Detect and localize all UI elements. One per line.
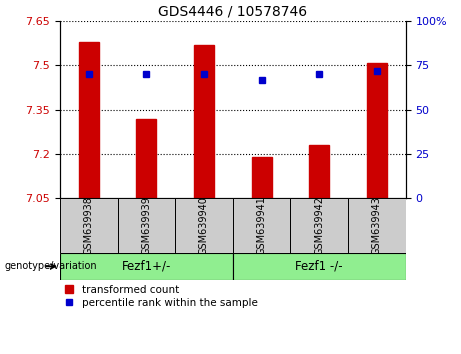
Bar — [60, 253, 233, 280]
Bar — [136, 119, 156, 198]
Bar — [79, 42, 99, 198]
Text: GSM639939: GSM639939 — [142, 196, 151, 255]
Bar — [252, 157, 272, 198]
Bar — [194, 45, 214, 198]
Bar — [60, 198, 118, 253]
Bar — [233, 198, 290, 253]
Bar — [290, 198, 348, 253]
Bar — [309, 145, 329, 198]
Bar — [175, 198, 233, 253]
Bar — [367, 63, 387, 198]
Text: genotype/variation: genotype/variation — [5, 261, 97, 272]
Title: GDS4446 / 10578746: GDS4446 / 10578746 — [158, 5, 307, 19]
Text: GSM639938: GSM639938 — [84, 196, 94, 255]
Text: Fezf1 -/-: Fezf1 -/- — [296, 260, 343, 273]
Text: GSM639943: GSM639943 — [372, 196, 382, 255]
Text: Fezf1+/-: Fezf1+/- — [122, 260, 171, 273]
Bar — [118, 198, 175, 253]
Bar — [233, 253, 406, 280]
Bar — [348, 198, 406, 253]
Text: GSM639942: GSM639942 — [314, 196, 324, 255]
Text: GSM639940: GSM639940 — [199, 196, 209, 255]
Text: GSM639941: GSM639941 — [257, 196, 266, 255]
Legend: transformed count, percentile rank within the sample: transformed count, percentile rank withi… — [65, 285, 258, 308]
